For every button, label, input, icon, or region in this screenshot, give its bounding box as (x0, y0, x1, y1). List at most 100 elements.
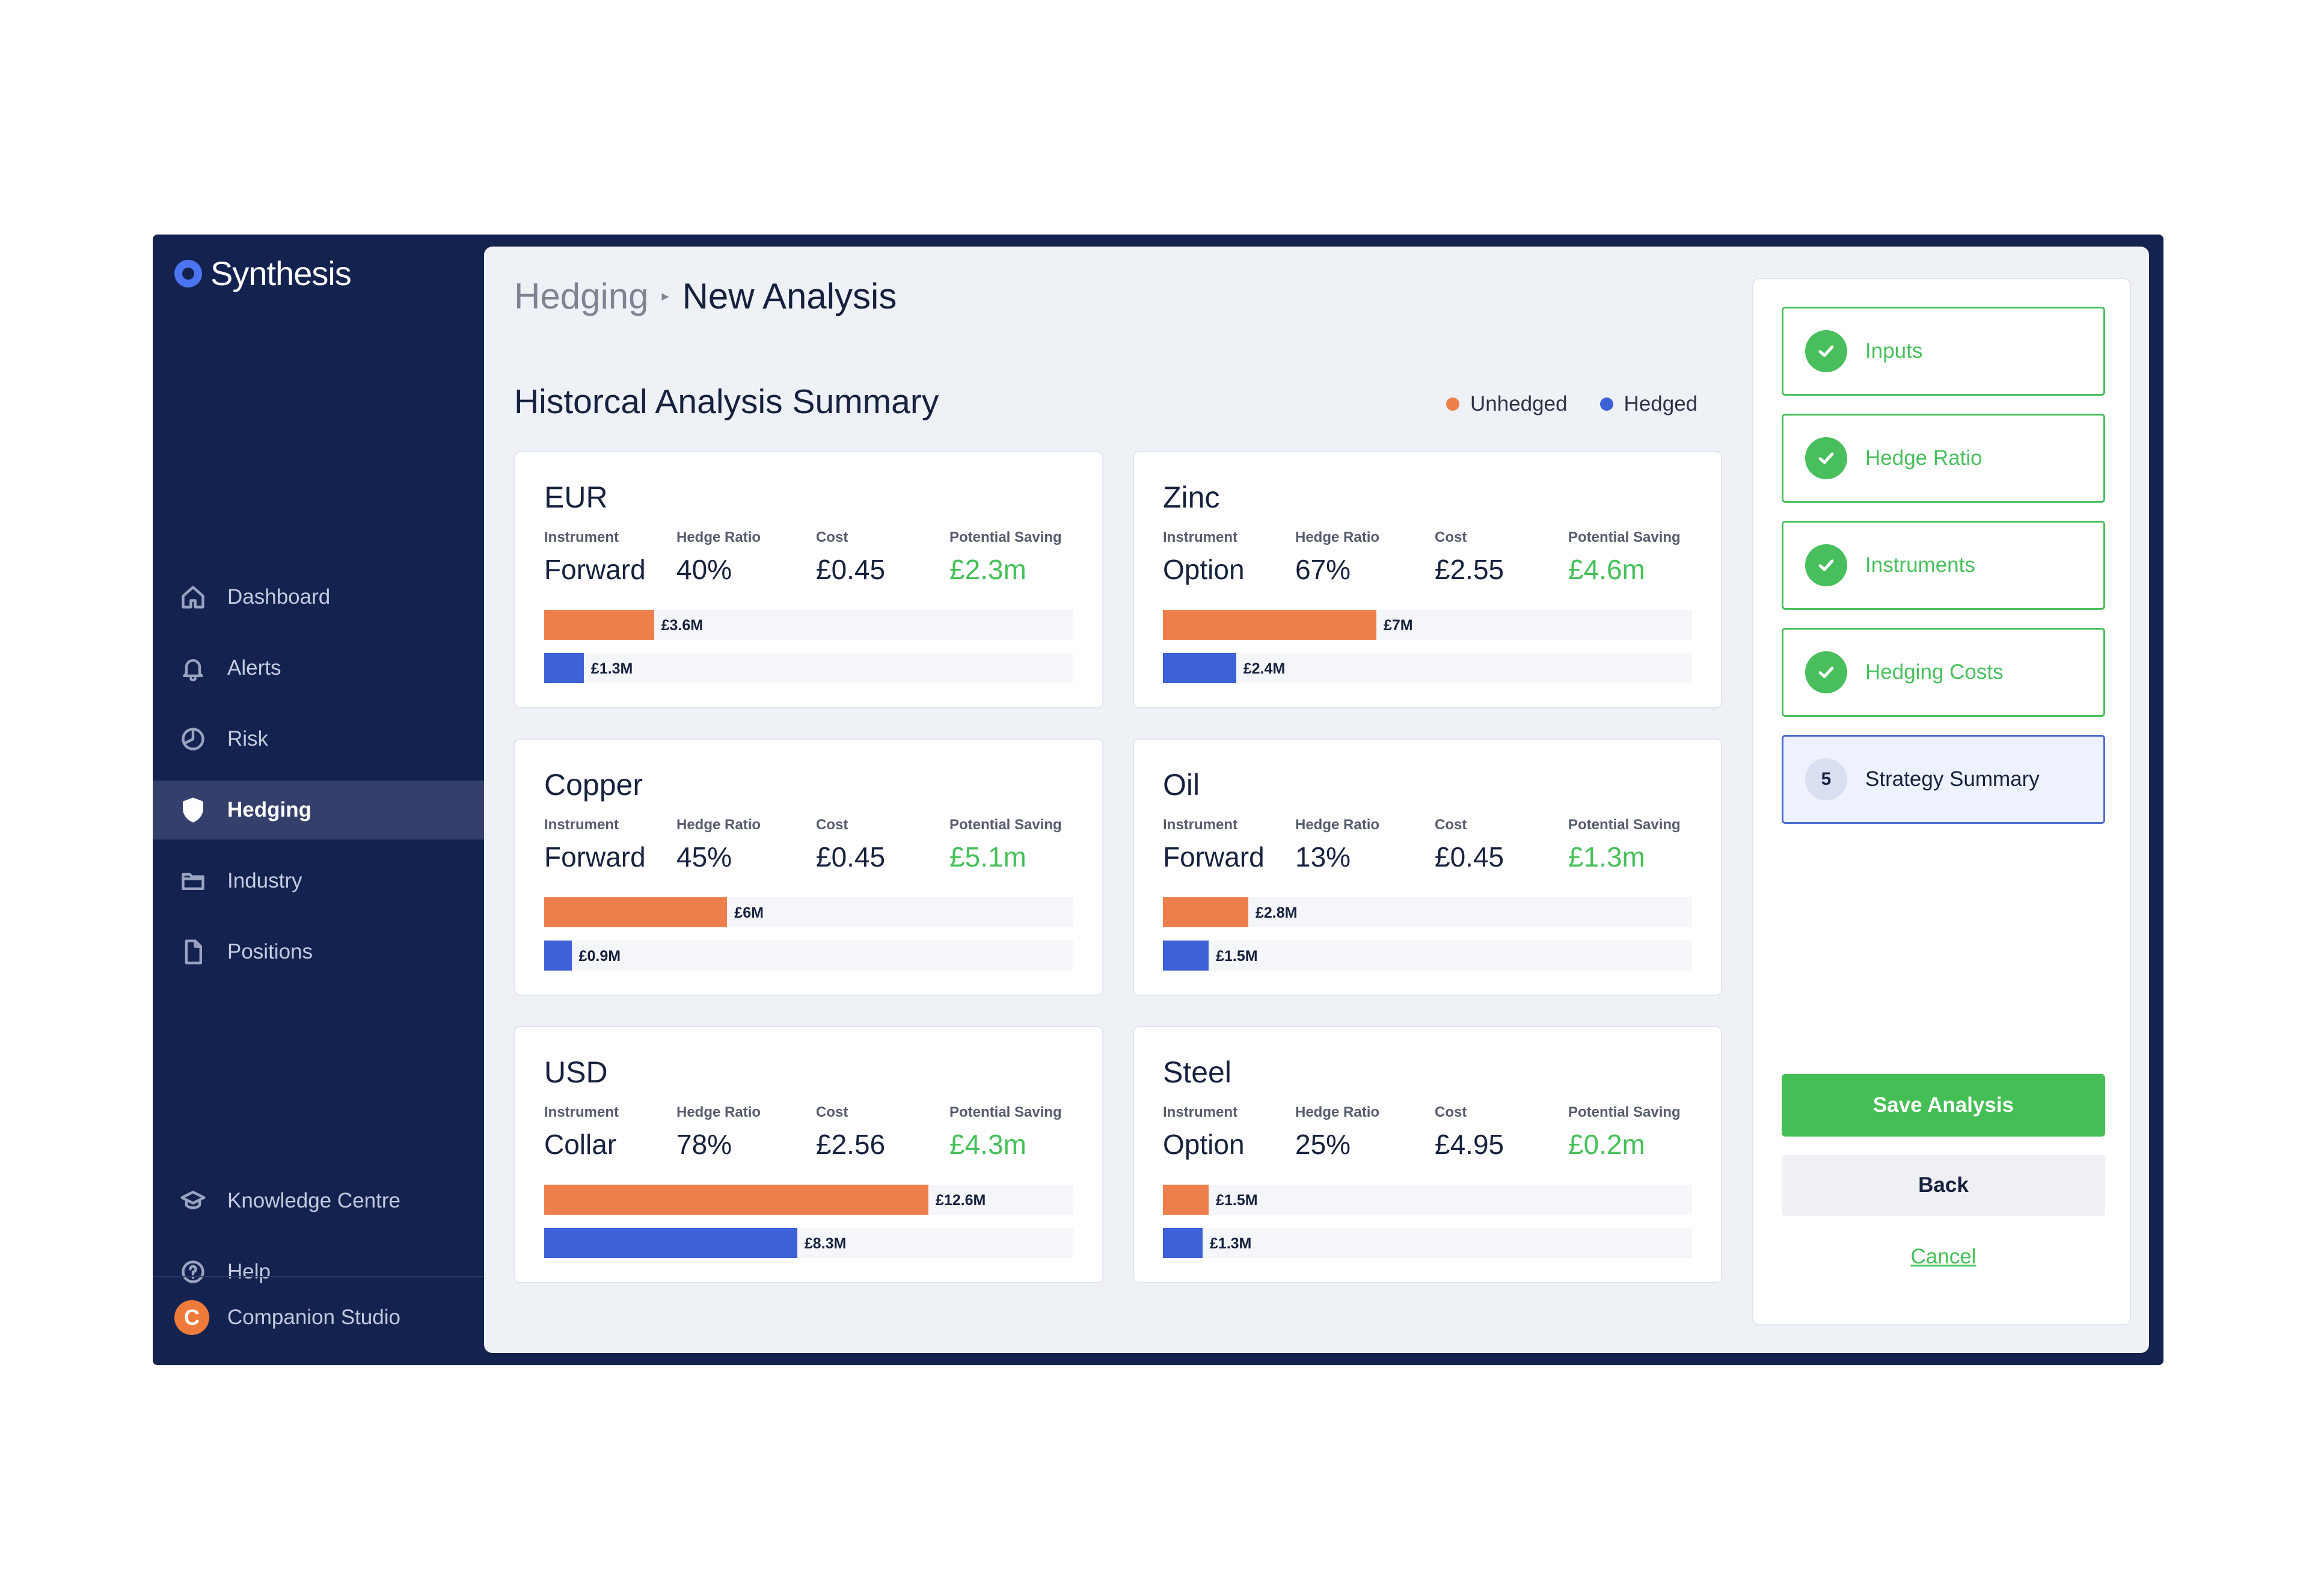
metric-instrument: Instrument Forward (544, 817, 646, 873)
metric-label: Hedge Ratio (1295, 529, 1380, 545)
bar-hedged (1163, 653, 1236, 683)
sidebar-item-risk[interactable]: Risk (153, 710, 484, 769)
step-label: Instruments (1865, 553, 1975, 577)
metric-value: Forward (544, 841, 646, 873)
metric-hedge-ratio: Hedge Ratio 13% (1295, 817, 1379, 873)
steps-panel: Inputs Hedge Ratio Instruments Hedging C… (1752, 278, 2131, 1325)
step-label: Strategy Summary (1865, 767, 2040, 791)
metric-value: 13% (1295, 841, 1351, 873)
bar-hedged (1163, 1228, 1203, 1258)
metric-label: Hedge Ratio (676, 1104, 761, 1120)
metric-value: 67% (1295, 554, 1351, 585)
bar-label-unhedged: £3.6M (661, 617, 704, 634)
metric-saving: Potential Saving £4.3m (949, 1104, 1062, 1161)
section-title: Historcal Analysis Summary (514, 382, 939, 421)
step-hedge-ratio[interactable]: Hedge Ratio (1782, 414, 2105, 503)
metric-value: £4.3m (949, 1129, 1026, 1160)
back-button[interactable]: Back (1782, 1155, 2105, 1216)
bar-label-hedged: £1.3M (1209, 1235, 1252, 1252)
bar-label-unhedged: £7M (1384, 617, 1413, 634)
bar-unhedged (544, 897, 728, 927)
step-inputs[interactable]: Inputs (1782, 307, 2105, 396)
workspace-switcher[interactable]: C Companion Studio (174, 1300, 400, 1335)
legend-dot-icon (1599, 397, 1613, 411)
metric-label: Potential Saving (949, 1104, 1062, 1120)
bar-label-hedged: £2.4M (1243, 660, 1286, 677)
brand-name: Synthesis (210, 254, 352, 292)
metric-cost: Cost £0.45 (1435, 817, 1504, 873)
sidebar-item-help[interactable]: Help (153, 1242, 484, 1301)
metric-cost: Cost £2.55 (1435, 529, 1504, 586)
breadcrumb: Hedging ▸ New Analysis (514, 275, 897, 317)
metric-instrument: Instrument Option (1163, 529, 1245, 586)
bar-label-hedged: £1.5M (1216, 948, 1258, 965)
sidebar-item-label: Risk (227, 727, 269, 750)
metric-cost: Cost £0.45 (816, 529, 885, 586)
metric-cost: Cost £0.45 (816, 817, 885, 873)
sidebar-item-alerts[interactable]: Alerts (153, 639, 484, 698)
summary-card-usd: USD Instrument Collar Hedge Ratio 78% Co… (514, 1026, 1103, 1283)
sidebar-item-dashboard[interactable]: Dashboard (153, 568, 484, 627)
step-instruments[interactable]: Instruments (1782, 521, 2105, 610)
chart-legend: Unhedged Hedged (1446, 392, 1697, 416)
metric-label: Potential Saving (1568, 1104, 1681, 1120)
step-hedging-costs[interactable]: Hedging Costs (1782, 628, 2105, 717)
bar-unhedged (1163, 610, 1376, 640)
metric-value: £0.45 (816, 554, 886, 585)
bar-track-hedged: £0.9M (544, 941, 1073, 971)
metric-value: £4.6m (1568, 554, 1645, 585)
step-strategy-summary[interactable]: 5 Strategy Summary (1782, 735, 2105, 824)
metric-hedge-ratio: Hedge Ratio 25% (1295, 1104, 1379, 1161)
check-circle-icon (1805, 437, 1847, 479)
metric-hedge-ratio: Hedge Ratio 67% (1295, 529, 1379, 586)
breadcrumb-parent[interactable]: Hedging (514, 276, 649, 316)
metric-value: £5.1m (949, 841, 1026, 873)
metric-value: £2.3m (949, 554, 1026, 585)
metric-value: 78% (676, 1129, 732, 1160)
card-title: Zinc (1163, 480, 1220, 514)
metric-instrument: Instrument Forward (544, 529, 646, 586)
bar-track-unhedged: £6M (544, 897, 1073, 927)
metric-label: Hedge Ratio (676, 817, 761, 833)
cancel-link[interactable]: Cancel (1910, 1245, 1976, 1268)
step-label: Hedging Costs (1865, 660, 2004, 684)
sidebar-item-label: Help (227, 1260, 271, 1283)
sidebar-item-hedging[interactable]: Hedging (153, 781, 484, 839)
brand-logo[interactable]: Synthesis (174, 254, 352, 293)
home-icon (179, 583, 207, 611)
step-label: Hedge Ratio (1865, 446, 1982, 470)
help-circle-icon (179, 1258, 207, 1286)
sidebar-item-label: Dashboard (227, 585, 331, 609)
document-icon (179, 938, 207, 966)
sidebar-item-label: Knowledge Centre (227, 1189, 400, 1212)
metric-label: Cost (816, 817, 848, 833)
sidebar-item-industry[interactable]: Industry (153, 852, 484, 910)
metric-label: Instrument (1163, 1104, 1238, 1120)
bar-label-hedged: £1.3M (590, 660, 633, 677)
sidebar-item-positions[interactable]: Positions (153, 922, 484, 981)
legend-label: Unhedged (1470, 392, 1568, 416)
metric-cost: Cost £4.95 (1435, 1104, 1504, 1161)
sidebar-item-knowledge-centre[interactable]: Knowledge Centre (153, 1171, 484, 1230)
metric-label: Cost (816, 529, 848, 545)
workspace-name: Companion Studio (227, 1306, 400, 1329)
bar-unhedged (544, 610, 654, 640)
metric-value: Option (1163, 554, 1245, 585)
metric-value: £4.95 (1435, 1129, 1504, 1160)
bar-label-hedged: £8.3M (804, 1235, 847, 1252)
logo-icon (174, 259, 202, 287)
metric-value: Option (1163, 1129, 1245, 1160)
save-analysis-button[interactable]: Save Analysis (1782, 1074, 2105, 1137)
app-window: Synthesis Dashboard Alerts Risk Hedging (153, 235, 2163, 1365)
metric-label: Potential Saving (949, 817, 1062, 833)
metric-label: Potential Saving (1568, 529, 1681, 545)
metric-value: £0.45 (1435, 841, 1504, 873)
bar-track-hedged: £1.3M (544, 653, 1073, 683)
metric-value: £2.56 (816, 1129, 886, 1160)
metric-label: Instrument (544, 529, 619, 545)
bar-hedged (544, 653, 584, 683)
summary-card-copper: Copper Instrument Forward Hedge Ratio 45… (514, 738, 1103, 996)
metric-value: Collar (544, 1129, 617, 1160)
bar-track-hedged: £2.4M (1163, 653, 1692, 683)
check-circle-icon (1805, 651, 1847, 693)
